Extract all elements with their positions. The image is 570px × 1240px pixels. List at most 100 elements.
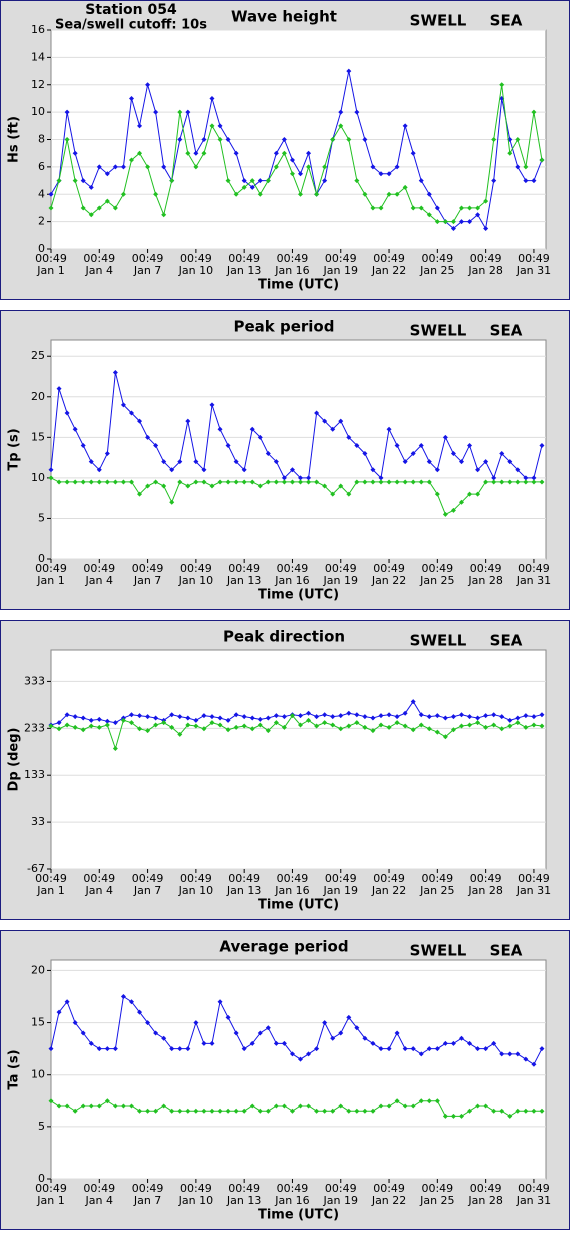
data-point (426, 459, 432, 465)
data-point (201, 137, 207, 142)
data-point (467, 1040, 473, 1046)
data-point (80, 727, 86, 733)
legend-entry: SWELL (410, 322, 467, 340)
data-point (426, 714, 432, 720)
data-point (483, 1103, 489, 1109)
data-point (48, 467, 54, 473)
data-point (330, 491, 336, 497)
data-point (257, 1030, 263, 1036)
data-point (346, 491, 352, 497)
data-point (56, 178, 62, 184)
data-point (475, 1046, 481, 1052)
data-point (450, 714, 456, 720)
data-point (177, 479, 183, 485)
data-point (217, 137, 223, 142)
legend-entry: SWELL (410, 942, 467, 960)
x-axis-label: Time (UTC) (258, 898, 339, 913)
data-point (201, 1108, 207, 1114)
data-point (338, 1103, 344, 1109)
data-point (249, 479, 255, 485)
data-point (225, 717, 231, 723)
data-point (177, 459, 183, 465)
data-point (402, 1103, 408, 1109)
data-point (128, 95, 134, 101)
data-point (185, 715, 191, 721)
data-point (104, 198, 110, 204)
data-point (394, 479, 400, 485)
data-point (475, 715, 481, 721)
data-point (467, 1108, 473, 1114)
data-point (410, 1103, 416, 1109)
data-point (386, 426, 392, 432)
data-point (104, 479, 110, 485)
chart-panel: 0 5 10 15 20 Average period Time (UTC) Ta (s) SW… (0, 930, 570, 1230)
data-point (322, 178, 328, 184)
data-point (64, 1103, 70, 1109)
data-point (257, 483, 263, 489)
data-point (402, 479, 408, 485)
annotation: Station 054 (85, 2, 177, 18)
data-point (426, 212, 432, 218)
data-point (128, 479, 134, 485)
data-point (233, 459, 239, 465)
data-point (450, 727, 456, 733)
data-point (370, 479, 376, 485)
data-point (273, 720, 279, 726)
chart: 0 5 10 15 20 25 Peak period Time (UTC) Tp (s) SWE… (7, 318, 547, 603)
data-point (330, 714, 336, 720)
data-point (185, 418, 191, 424)
data-point (418, 712, 424, 718)
chart: -67 33 133 233 333 Peak direction Time (UTC) Dp… (7, 628, 547, 913)
data-point (507, 1051, 513, 1057)
data-point (128, 999, 134, 1005)
data-point (434, 491, 440, 497)
data-point (145, 483, 151, 489)
y-tick-label: 5 (38, 1120, 45, 1133)
data-point (370, 1040, 376, 1046)
x-tick-label: 00:49 Jan 31 (516, 252, 552, 277)
x-tick-label: 00:49 Jan 4 (83, 562, 116, 587)
data-point (426, 1046, 432, 1052)
series-line (50, 477, 542, 516)
data-point (257, 716, 263, 722)
y-tick-label: 14 (31, 50, 45, 63)
data-point (306, 1051, 312, 1057)
data-point (410, 699, 416, 705)
data-point (48, 475, 54, 481)
x-tick-label: 00:49 Jan 13 (226, 872, 262, 897)
data-point (458, 712, 464, 718)
data-point (507, 1113, 513, 1119)
data-point (394, 164, 400, 170)
data-point (153, 722, 159, 728)
y-tick-label: 5 (38, 511, 45, 524)
data-point (491, 722, 497, 728)
data-point (442, 1113, 448, 1119)
y-tick-label: 10 (31, 1068, 45, 1081)
data-point (233, 1108, 239, 1114)
data-point (539, 157, 545, 163)
data-point (507, 459, 513, 465)
data-point (48, 191, 54, 197)
data-point (386, 191, 392, 197)
data-point (153, 715, 159, 721)
data-point (217, 722, 223, 728)
data-point (72, 426, 78, 432)
data-point (193, 150, 199, 156)
data-point (314, 479, 320, 485)
data-point (273, 459, 279, 465)
data-point (153, 442, 159, 448)
data-point (410, 150, 416, 156)
data-point (120, 191, 126, 197)
data-point (72, 150, 78, 156)
data-point (64, 410, 70, 416)
data-point (120, 164, 126, 170)
data-point (64, 722, 70, 728)
series-line (50, 84, 543, 223)
data-point (96, 205, 102, 211)
data-point (354, 1025, 360, 1031)
data-point (153, 1030, 159, 1036)
data-point (410, 205, 416, 211)
chart-title: Wave height (231, 8, 337, 26)
x-tick-label: 00:49 Jan 25 (420, 562, 455, 587)
data-point (64, 109, 70, 115)
